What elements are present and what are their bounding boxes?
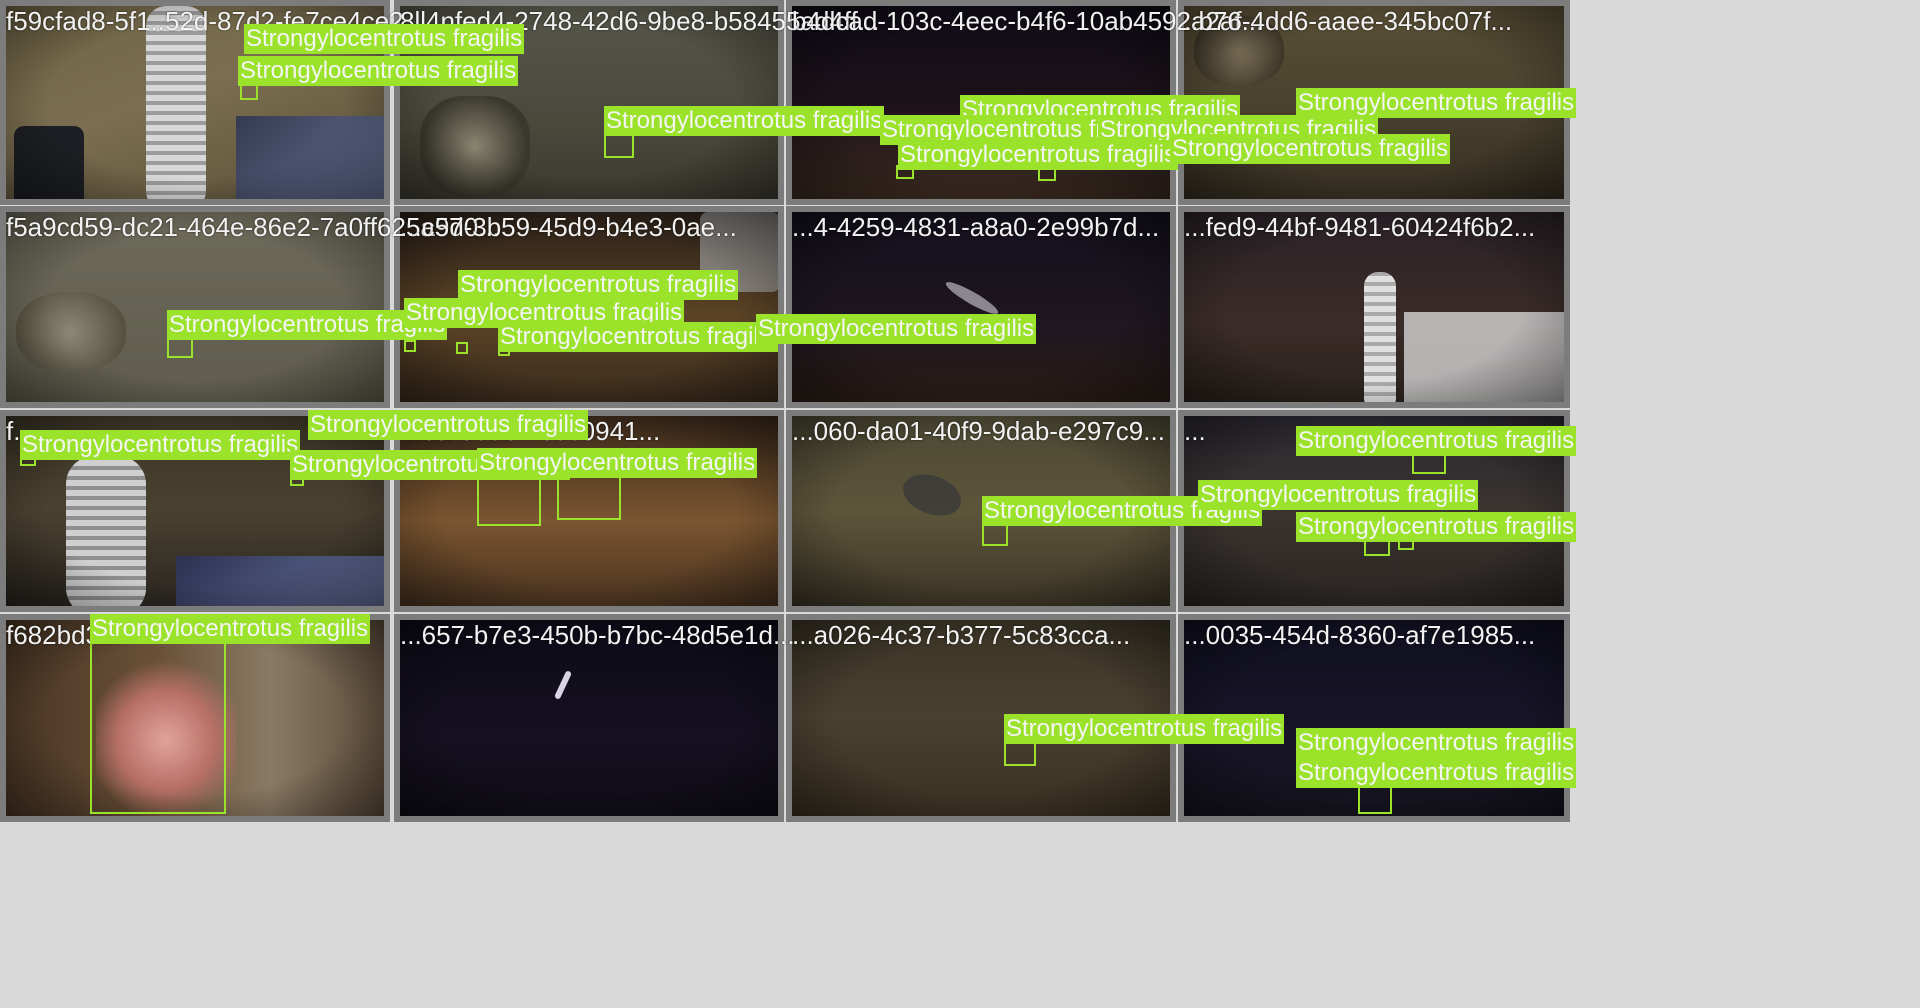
image-filename: ...060-da01-40f9-9dab-e297c9... (792, 416, 1165, 446)
class-label: Strongylocentrotus fragilis (982, 496, 1263, 526)
fish (943, 277, 1001, 319)
seafloor-image-13 (6, 620, 384, 816)
image-filename: ...4-4259-4831-a8a0-2e99b7d... (792, 212, 1160, 242)
tile-1: f59cfad8-5f1..52d-87d2-fe7ce4ce2... (0, 0, 425, 205)
rubble-patch (420, 96, 530, 196)
class-label: Strongylocentrotus fragilis (604, 106, 885, 136)
seafloor-image-10 (400, 416, 778, 606)
detection-box (90, 640, 226, 814)
class-label: Strongylocentrotus fragilis (1004, 714, 1285, 744)
class-label: Strongylocentrotus fragilis (498, 322, 779, 352)
image-filename: ...0035-454d-8360-af7e1985... (1184, 620, 1536, 650)
detection-box (982, 524, 1008, 546)
flatfish (897, 466, 967, 524)
image-filename: ... (1184, 416, 1206, 446)
tile-11: ...060-da01-40f9-9dab-e297c9... (786, 410, 1176, 612)
image-filename: ...657-b7e3-450b-b7bc-48d5e1d... (400, 620, 795, 650)
image-filename: ...c57-3b59-45d9-b4e3-0ae... (400, 212, 737, 242)
rock-cluster (16, 292, 126, 372)
sampler-frame (1404, 312, 1564, 402)
image-filename: ...a026-4c37-b377-5c83cca... (792, 620, 1131, 650)
detection-box (477, 476, 541, 526)
class-label: Strongylocentrotus fragilis (1296, 728, 1577, 758)
image-filename: b4dcad-103c-4eec-b4f6-10ab4592a2af... (792, 6, 1264, 36)
class-label: Strongylocentrotus fragilis (244, 24, 525, 54)
class-label: Strongylocentrotus fragilis (1296, 426, 1577, 456)
tile-7: ...4-4259-4831-a8a0-2e99b7d... (786, 206, 1176, 408)
seafloor-image-7 (792, 212, 1170, 402)
class-label: Strongylocentrotus fragilis (1198, 480, 1479, 510)
class-label: Strongylocentrotus fragilis (90, 614, 371, 644)
class-label: Strongylocentrotus fragilis (1170, 134, 1451, 164)
seafloor-image-1 (6, 6, 384, 199)
class-label: Strongylocentrotus fragilis (308, 410, 589, 440)
image-filename: ..b76-4dd6-aaee-345bc07f... (1184, 6, 1513, 36)
tile-5: f5a9cd59-dc21-464e-86e2-7a0ff625a9d0... (0, 206, 500, 408)
image-filename: ...fed9-44bf-9481-60424f6b2... (1184, 212, 1536, 242)
suction-hose (66, 456, 146, 606)
class-label: Strongylocentrotus fragilis (167, 310, 448, 340)
sampler-frame (176, 556, 384, 606)
suction-hose (1364, 272, 1396, 402)
class-label: Strongylocentrotus fragilis (1296, 88, 1577, 118)
camera-housing (14, 126, 84, 199)
detection-box (404, 340, 416, 352)
seafloor-image-14 (400, 620, 778, 816)
marine-snow (553, 670, 573, 700)
detection-box (240, 84, 258, 100)
class-label: Strongylocentrotus fragilis (20, 430, 301, 460)
class-label: Strongylocentrotus fragilis (1296, 512, 1577, 542)
detection-box (456, 342, 468, 354)
seafloor-image-2 (400, 6, 778, 199)
image-filename: f5a9cd59-dc21-464e-86e2-7a0ff625a9d0... (6, 212, 500, 242)
class-label: Strongylocentrotus fragilis (1296, 758, 1577, 788)
tile-8: ...fed9-44bf-9481-60424f6b2... (1178, 206, 1570, 408)
seafloor-image-8 (1184, 212, 1564, 402)
sampler-frame (236, 116, 384, 199)
class-label: Strongylocentrotus fragilis (238, 56, 519, 86)
tile-14: ...657-b7e3-450b-b7bc-48d5e1d... (394, 614, 795, 822)
class-label: Strongylocentrotus fragilis (458, 270, 739, 300)
seafloor-image-5 (6, 212, 384, 402)
detection-box (557, 476, 621, 520)
detection-box (1358, 786, 1392, 814)
class-label: Strongylocentrotus fragilis (756, 314, 1037, 344)
class-label: Strongylocentrotus fragilis (477, 448, 758, 478)
tile-13: f682bd3... (0, 614, 390, 822)
class-label: Strongylocentrotus fragilis (898, 140, 1179, 170)
